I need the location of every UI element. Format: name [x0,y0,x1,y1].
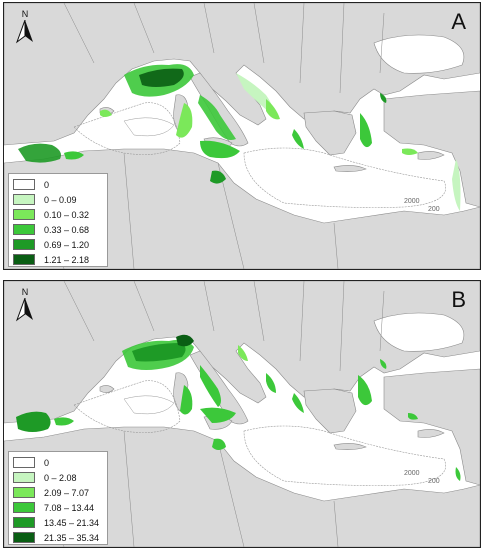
map-panel-b: 2000 200 N B 0 0 – 2.08 2.09 – 7.07 7.08… [3,280,481,548]
legend-item: 0.10 – 0.32 [13,207,103,222]
density-hotspots [16,334,461,481]
legend-label: 0 – 2.08 [44,472,77,483]
legend-label: 7.08 – 13.44 [44,502,95,513]
north-arrow: N [14,9,36,45]
legend-label: 1.21 – 2.18 [44,254,90,265]
legend: 0 0 – 2.08 2.09 – 7.07 7.08 – 13.44 13.4… [8,451,108,545]
legend-swatch [13,457,35,468]
legend-label: 13.45 – 21.34 [44,517,100,528]
panel-letter: A [451,9,466,34]
legend-item: 0 [13,177,103,192]
legend-label: 0.69 – 1.20 [44,239,90,250]
legend-swatch [13,517,35,528]
legend-label: 0.33 – 0.68 [44,224,90,235]
legend-item: 2.09 – 7.07 [13,485,103,500]
legend-swatch [13,224,35,235]
legend-item: 0 [13,455,103,470]
legend-label: 21.35 – 35.34 [44,532,100,543]
legend-swatch [13,472,35,483]
legend-item: 7.08 – 13.44 [13,500,103,515]
legend-swatch [13,502,35,513]
north-label: N [21,287,29,297]
mediterranean-map: 2000 200 [4,281,480,547]
legend-item: 13.45 – 21.34 [13,515,103,530]
north-label: N [21,9,29,19]
mediterranean-map: 2000 200 [4,3,480,269]
contour-label-2000: 2000 [404,198,420,205]
legend-item: 0 – 0.09 [13,192,103,207]
north-arrow: N [14,287,36,323]
legend-label: 0 [44,457,50,468]
legend-swatch [13,194,35,205]
legend-item: 0.33 – 0.68 [13,222,103,237]
legend-item: 21.35 – 35.34 [13,530,103,545]
legend-swatch [13,254,35,265]
map-panel-a: 2000 200 N A 0 0 – 0.09 0.10 – 0.32 0.33… [3,2,481,270]
legend-label: 0 [44,179,50,190]
legend-swatch [13,239,35,250]
legend-label: 2.09 – 7.07 [44,487,90,498]
north-arrow-icon [15,20,33,44]
legend-swatch [13,487,35,498]
contour-label-200: 200 [428,478,440,485]
legend-label: 0 – 0.09 [44,194,77,205]
legend-swatch [13,209,35,220]
legend-label: 0.10 – 0.32 [44,209,90,220]
legend: 0 0 – 0.09 0.10 – 0.32 0.33 – 0.68 0.69 … [8,173,108,267]
density-hotspots [18,64,461,211]
legend-item: 0.69 – 1.20 [13,237,103,252]
contour-label-200: 200 [428,206,440,213]
legend-item: 0 – 2.08 [13,470,103,485]
panel-letter: B [451,287,466,312]
legend-swatch [13,179,35,190]
legend-item: 1.21 – 2.18 [13,252,103,267]
north-arrow-icon [15,298,33,322]
legend-swatch [13,532,35,543]
contour-label-2000: 2000 [404,470,420,477]
